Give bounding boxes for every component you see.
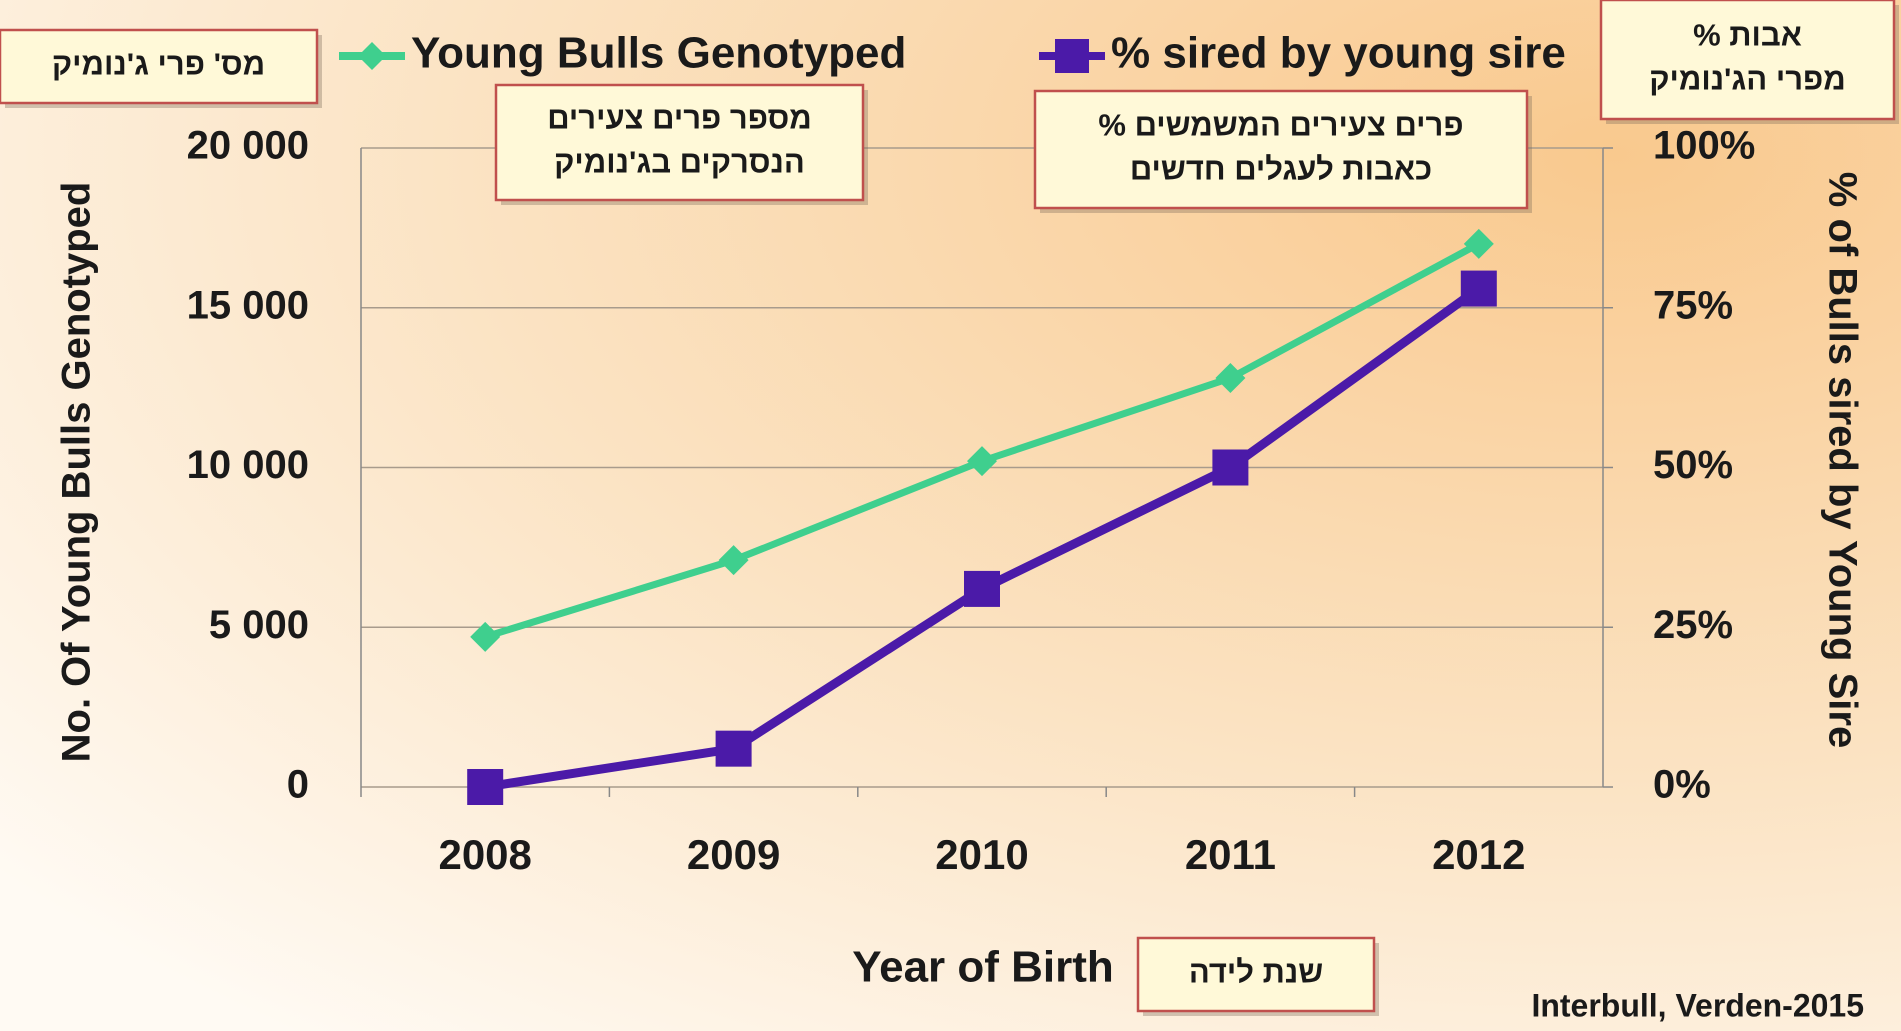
legend-label: % sired by young sire	[1111, 29, 1566, 78]
annotation-text: מס' פרי ג'נומיק	[52, 47, 265, 82]
y-tick-label: 10 000	[187, 443, 309, 487]
data-point	[715, 730, 752, 767]
annotation-text: מספר פרים צעירים	[547, 101, 812, 136]
x-tick-label: 2009	[687, 831, 780, 878]
y-tick-label: 0	[287, 763, 309, 807]
x-tick-label: 2008	[438, 831, 531, 878]
x-tick-label: 2012	[1432, 831, 1525, 878]
y-tick-label: 5 000	[209, 603, 309, 647]
y2-tick-label: 50%	[1653, 443, 1733, 487]
legend-marker	[358, 42, 386, 70]
data-point	[1212, 449, 1249, 486]
data-point	[467, 769, 504, 805]
source: Interbull, Verden-2015	[1531, 987, 1864, 1023]
data-point	[967, 446, 997, 477]
annotation-text: פרים צעירים המשמשים %	[1098, 108, 1463, 143]
y2-tick-label: 25%	[1653, 603, 1733, 647]
data-point	[718, 545, 749, 576]
y-axis-title: No. Of Young Bulls Genotyped	[55, 182, 99, 763]
annotation-box	[494, 83, 865, 202]
y2-tick-label: 0%	[1653, 763, 1711, 807]
annotation-text: מפרי הג'נומיק	[1649, 62, 1846, 97]
x-axis-title: Year of Birth	[852, 943, 1114, 992]
y-tick-label: 20 000	[187, 124, 309, 168]
x-tick-label: 2010	[935, 831, 1028, 878]
annotation-text: הנסרקים בג'נומיק	[554, 145, 805, 180]
annotation-box	[1136, 936, 1376, 1013]
annotation-box	[1599, 0, 1896, 121]
data-point	[1215, 363, 1246, 394]
data-point	[964, 570, 1000, 607]
annotation-text: שנת לידה	[1189, 955, 1323, 990]
y-tick-label: 15 000	[187, 283, 309, 327]
data-point	[470, 621, 501, 652]
annotation-box	[1033, 89, 1529, 210]
annotation-text: אבות %	[1693, 18, 1802, 53]
y2-tick-label: 75%	[1653, 283, 1733, 327]
data-point	[1460, 270, 1497, 307]
y2-axis-title: % of Bulls sired by Young Sire	[1820, 172, 1864, 748]
data-point	[1463, 228, 1494, 259]
x-tick-label: 2011	[1185, 831, 1276, 878]
legend-marker	[1055, 39, 1089, 73]
y2-tick-label: 100%	[1653, 124, 1755, 168]
annotation-text: כאבות לעגלים חדשים	[1130, 152, 1432, 187]
legend-label: Young Bulls Genotyped	[411, 29, 906, 78]
annotation-box	[0, 28, 319, 105]
